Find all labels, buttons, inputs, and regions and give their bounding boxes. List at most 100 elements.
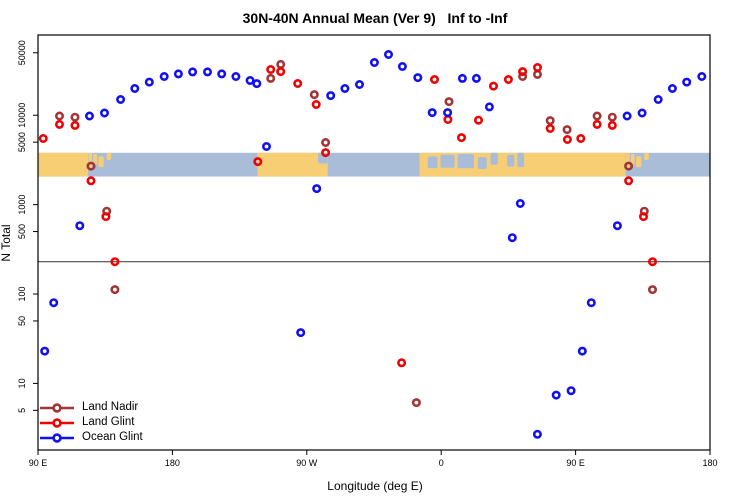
data-point <box>592 111 602 121</box>
data-point <box>252 79 262 89</box>
map-island <box>106 152 112 160</box>
data-point <box>369 57 379 67</box>
data-point <box>562 125 572 135</box>
data-point <box>622 111 632 121</box>
data-point <box>607 120 617 130</box>
ocean-glint-marker-icon <box>40 432 74 443</box>
y-tick-label: 1000 <box>17 195 27 215</box>
data-point <box>188 67 198 77</box>
legend-label: Land Nadir <box>82 401 139 413</box>
data-point <box>261 142 271 152</box>
x-tick-label: 90 W <box>296 458 318 468</box>
data-point <box>515 199 525 209</box>
plot-border <box>37 34 711 451</box>
x-tick-label: 90 E <box>29 458 48 468</box>
data-point <box>443 108 453 118</box>
data-point <box>38 134 48 144</box>
data-point <box>101 212 111 222</box>
data-point <box>532 429 542 439</box>
data-point <box>383 49 393 59</box>
legend-item-ocean-glint: Ocean Glint <box>40 430 143 445</box>
data-point <box>653 95 663 105</box>
data-point <box>444 97 454 107</box>
data-point <box>443 115 453 125</box>
map-island <box>98 156 104 168</box>
data-point <box>276 59 286 69</box>
data-point <box>253 157 263 167</box>
data-point <box>518 72 528 82</box>
data-point <box>100 108 110 118</box>
data-point <box>321 138 331 148</box>
data-point <box>340 84 350 94</box>
map-sea-patch <box>427 156 438 169</box>
map-island <box>88 152 93 170</box>
x-tick-label: 180 <box>165 458 180 468</box>
data-point <box>266 65 276 75</box>
world-map-band <box>38 152 710 177</box>
data-point <box>49 298 59 308</box>
data-point <box>427 108 437 118</box>
y-tick-label: 100 <box>17 287 27 302</box>
data-point <box>518 67 528 77</box>
series-land-glint <box>38 63 657 368</box>
map-sea-patch <box>490 152 498 165</box>
y-tick-label: 500 <box>17 224 27 239</box>
data-point <box>70 112 80 122</box>
y-tick-label: 10 <box>17 378 27 388</box>
data-point <box>245 76 255 86</box>
data-point <box>159 72 169 82</box>
data-point <box>503 75 513 85</box>
map-island <box>636 156 642 168</box>
data-point <box>667 84 677 94</box>
legend: Land Nadir Land Glint Ocean Glint <box>40 400 143 445</box>
y-tick-label: 50000 <box>17 40 27 65</box>
land-nadir-marker-icon <box>40 402 74 413</box>
data-point <box>411 398 421 408</box>
data-point <box>456 133 466 143</box>
data-point <box>473 115 483 125</box>
data-point <box>309 90 319 100</box>
y-tick-label: 5000 <box>17 132 27 152</box>
legend-item-land-nadir: Land Nadir <box>40 400 143 415</box>
series-land-nadir <box>54 59 657 408</box>
data-point <box>577 346 587 356</box>
data-point <box>532 63 542 73</box>
data-point <box>507 233 517 243</box>
data-point <box>326 91 336 101</box>
y-axis-label: N Total <box>0 224 13 262</box>
data-point <box>293 79 303 89</box>
y-tick-label: 10000 <box>17 103 27 128</box>
data-point <box>397 61 407 71</box>
data-point <box>647 285 657 295</box>
data-point <box>545 116 555 126</box>
data-point <box>110 257 120 267</box>
map-sea-patch <box>440 154 455 168</box>
legend-item-land-glint: Land Glint <box>40 415 143 430</box>
x-axis-ticks: 90 E 180 90 W 0 90 E 180 <box>29 450 718 468</box>
data-point <box>144 77 154 87</box>
map-sea-patch <box>506 154 515 167</box>
legend-label: Land Glint <box>82 416 135 428</box>
map-island <box>93 153 97 165</box>
data-point <box>312 184 322 194</box>
data-point <box>40 346 50 356</box>
data-point <box>545 124 555 134</box>
y-tick-label: 50 <box>17 316 27 326</box>
data-point <box>562 135 572 145</box>
data-point <box>638 212 648 222</box>
chart-title: 30N-40N Annual Mean (Ver 9) Inf to -Inf <box>242 10 508 26</box>
data-point <box>413 73 423 83</box>
data-point <box>607 112 617 122</box>
data-point <box>576 134 586 144</box>
map-sea-patch <box>477 157 487 169</box>
data-point <box>586 298 596 308</box>
data-point <box>116 95 126 105</box>
legend-label: Ocean Glint <box>82 431 143 443</box>
data-point <box>70 120 80 130</box>
data-point <box>624 176 634 186</box>
y-tick-label: 5 <box>17 408 27 413</box>
data-point <box>566 386 576 396</box>
data-point <box>86 176 96 186</box>
data-point <box>429 75 439 85</box>
